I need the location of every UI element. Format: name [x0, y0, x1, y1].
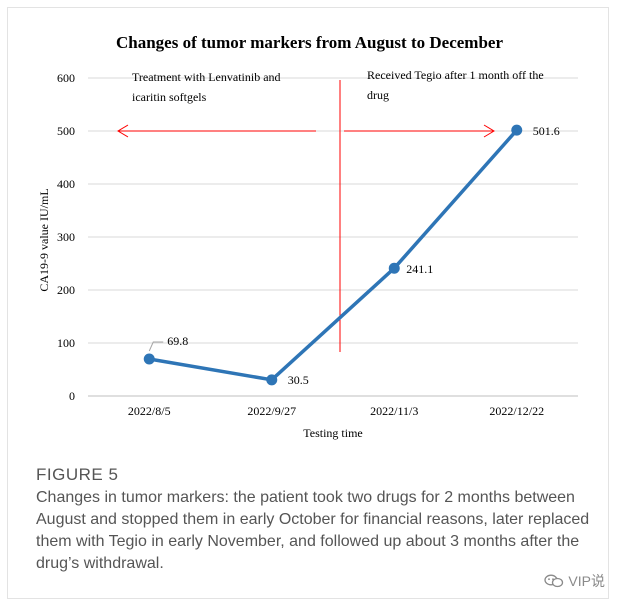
figure-caption-text: Changes in tumor markers: the patient to… [36, 489, 590, 572]
y-tick-label: 500 [57, 124, 75, 138]
data-point [266, 374, 278, 386]
y-tick-label: 0 [69, 389, 75, 403]
data-label: 30.5 [288, 373, 309, 387]
watermark: VIP说 [544, 571, 605, 591]
data-point [388, 262, 400, 274]
y-tick-label: 200 [57, 283, 75, 297]
x-axis-title: Testing time [303, 426, 362, 440]
y-axis-title: CA19-9 value IU/mL [37, 188, 51, 291]
data-label: 501.6 [533, 124, 560, 138]
y-tick-label: 600 [57, 71, 75, 85]
right-arrow-head [483, 124, 495, 138]
wechat-icon [544, 574, 564, 588]
chart-area: 0 100 200 300 400 500 600 2022/8/5 2022/9/27 2022… [37, 68, 578, 440]
right-annotation-line1: Received Tegio after 1 month off the [367, 68, 544, 82]
right-annotation-line2: drug [367, 88, 389, 102]
y-tick-label: 100 [57, 336, 75, 350]
y-tick-label: 400 [57, 177, 75, 191]
figure-frame [7, 7, 609, 599]
x-tick-label: 2022/11/3 [370, 404, 418, 418]
x-tick-label: 2022/12/22 [489, 404, 544, 418]
data-label: 241.1 [406, 262, 433, 276]
x-tick-label: 2022/8/5 [128, 404, 171, 418]
data-label: 69.8 [167, 334, 188, 348]
data-label-leader [148, 341, 164, 352]
data-point [511, 124, 523, 136]
data-point [143, 353, 155, 365]
watermark-text: VIP说 [568, 573, 605, 589]
x-tick-label: 2022/9/27 [247, 404, 296, 418]
series-line [148, 128, 519, 382]
figure-caption: FIGURE 5 Changes in tumor markers: the p… [36, 465, 596, 575]
chart-title: Changes of tumor markers from August to … [115, 33, 503, 52]
figure-label: FIGURE 5 [36, 465, 119, 484]
left-arrow-head [117, 124, 129, 138]
y-tick-label: 300 [57, 230, 75, 244]
left-annotation-line2: icaritin softgels [132, 90, 207, 104]
left-annotation-line1: Treatment with Lenvatinib and [132, 70, 281, 84]
